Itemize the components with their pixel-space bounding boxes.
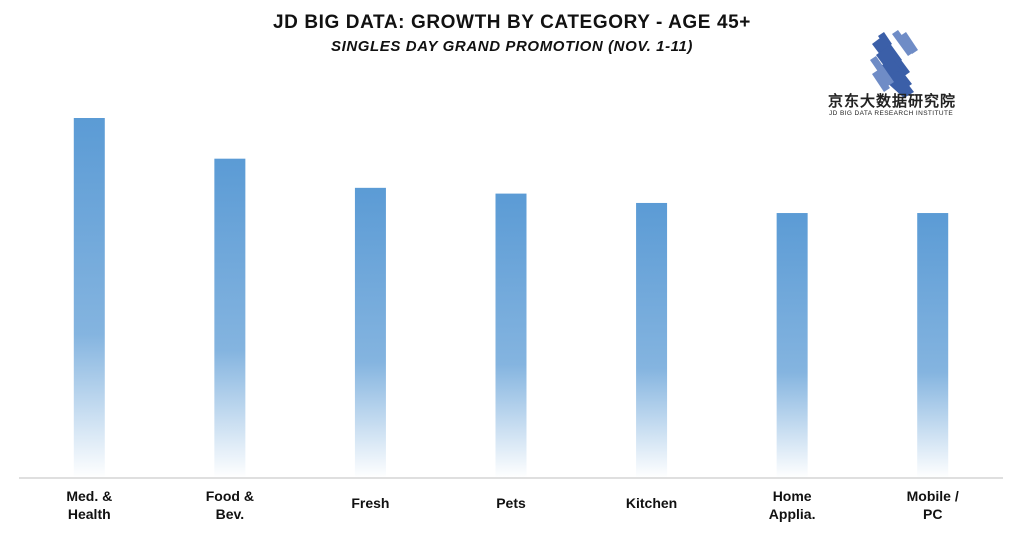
bar [917, 213, 949, 479]
x-tick-label: Med. & Health [66, 488, 112, 522]
x-tick-label: Kitchen [626, 495, 677, 511]
x-tick-label: Food & Bev. [206, 488, 254, 522]
bar [776, 213, 808, 479]
x-tick-label: Mobile / PC [907, 488, 959, 522]
bar-series [73, 118, 949, 479]
jd-stripes-logo-icon [870, 30, 918, 98]
x-axis-labels: Med. & Health Food & Bev. Fresh Pets Kitchen Ho… [66, 488, 959, 522]
x-tick-label: Fresh [351, 495, 389, 511]
bar [214, 158, 246, 478]
logo-english-name: JD BIG DATA RESEARCH INSTITUTE [829, 110, 954, 117]
bar [354, 187, 386, 478]
bar [73, 118, 105, 478]
logo-chinese-name: 京东大数据研究院 [828, 92, 957, 110]
bar [636, 202, 668, 478]
x-tick-label: Home Applia. [769, 488, 816, 522]
chart-title: JD BIG DATA: GROWTH BY CATEGORY - AGE 45… [272, 12, 751, 33]
bar [495, 193, 527, 478]
chart-subtitle: SINGLES DAY GRAND PROMOTION (NOV. 1-11) [330, 38, 694, 55]
x-tick-label: Pets [496, 495, 526, 511]
